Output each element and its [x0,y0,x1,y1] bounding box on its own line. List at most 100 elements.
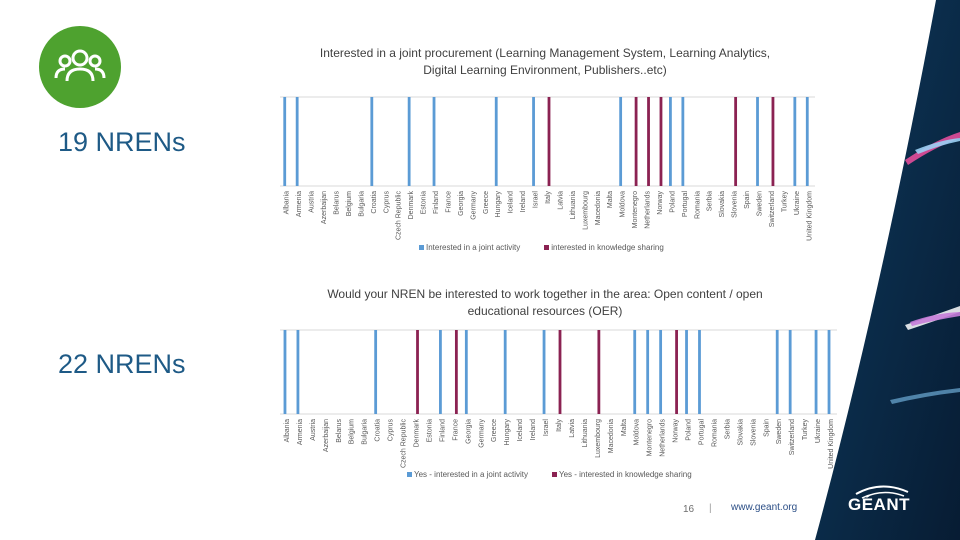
chart1-title: Interested in a joint procurement (Learn… [290,45,800,79]
chart1-tick-label: Lithuania [570,191,577,220]
chart1-tick-label: Latvia [557,191,564,210]
chart1-tick-label: Serbia [707,191,714,211]
chart2-tick-label: Hungary [504,419,511,446]
chart1-legend-item-joint: Interested in a joint activity [419,243,520,252]
chart1-tick-label: Armenia [296,191,303,217]
chart2-legend: Yes - interested in a joint activity Yes … [407,470,716,479]
chart1-title-line1: Interested in a joint procurement (Learn… [319,46,771,60]
chart2-tick-label: Belarus [336,419,343,443]
chart1-bar-poland-joint [669,97,672,186]
chart2-tick-label: Israel [543,419,550,437]
chart1-tick-label: Estonia [421,191,428,214]
chart1-bar-hungary-joint [494,97,498,186]
chart1-legend-item-knowledge: interested in knowledge sharing [544,243,664,252]
chart1-tick-label: Austria [309,191,316,213]
chart2-tick-label: United Kingdom [828,419,835,469]
chart1-bar-ukraine-joint [793,97,797,186]
chart1-tick-label: Croatia [371,191,378,214]
geant-logo-text: GÉANT [848,495,910,514]
chart2-tick-label: Cyprus [388,419,395,442]
chart1-tick-label: Netherlands [645,191,652,229]
chart2-tick-label: Netherlands [660,419,667,457]
chart2-tick-label: Iceland [517,419,524,442]
chart2-tick-label: Serbia [724,419,731,439]
chart2-bar-israel-joint [542,330,546,414]
chart2-bar-france-knowledge [454,330,458,414]
chart2-tick-label: Croatia [375,419,382,442]
chart1-tick-label: Greece [483,191,490,214]
chart1-tick-label: Ireland [520,191,527,213]
chart2-legend-item-joint: Yes - interested in a joint activity [407,470,528,479]
chart2-tick-label: Czech Republic [401,419,408,469]
chart1-legend-label-joint: Interested in a joint activity [426,243,521,252]
chart1-tick-label: Switzerland [769,191,776,227]
chart1-tick-label: Cyprus [383,191,390,214]
chart1-tick-label: Germany [470,191,477,220]
chart1-bar-israel-joint [532,97,535,186]
chart1-bar-finland-joint [432,97,436,186]
chart2-bar-poland-joint [685,330,688,414]
chart1-tick-label: Luxembourg [582,191,589,230]
chart1-tick-label: Malta [607,191,614,208]
chart2-bar-italy-knowledge [558,330,562,414]
chart1-tick-label: Iceland [508,191,515,214]
chart2-tick-label: Ireland [530,419,537,441]
chart1-tick-label: Albania [284,191,291,214]
chart1-legend: Interested in a joint activity interested… [419,243,688,252]
chart2-bar-denmark-knowledge [416,330,419,414]
chart2-legend-item-knowledge: Yes - interested in knowledge sharing [551,470,692,479]
nren-count-bottom: 22 NRENs [58,349,186,379]
chart2-tick-label: Portugal [698,419,705,446]
chart2-tick-label: Albania [284,419,291,442]
chart2-tick-label: Malta [621,419,628,436]
chart1-tick-label: Italy [545,191,552,204]
chart1-bar-united-kingdom-joint [805,97,809,186]
chart2-bar-switzerland-joint [788,330,792,414]
chart1-bar-sweden-joint [756,97,759,186]
chart2-bar-finland-joint [439,330,442,414]
chart1-bar-portugal-joint [681,97,685,186]
chart1-tick-label: Azerbaijan [321,191,328,224]
geant-logo [855,485,909,499]
chart2-tick-label: Slovakia [737,419,744,446]
chart1-bar-denmark-joint [407,97,411,186]
chart1-bar-montenegro-knowledge [634,97,638,186]
chart2-tick-label: Norway [673,419,680,443]
chart2-legend-label-joint: Yes - interested in a joint activity [414,470,528,479]
chart1-tick-label: Norway [657,191,664,215]
chart2-tick-label: Macedonia [608,419,615,453]
chart2-bar-montenegro-joint [646,330,650,414]
chart2-tick-label: Spain [763,419,770,437]
chart1-legend-label-knowledge: interested in knowledge sharing [551,243,664,252]
chart2-tick-label: Turkey [802,419,809,441]
chart1-tick-label: Belgium [346,191,353,216]
nren-count-top: 19 NRENs [58,127,186,157]
chart2-tick-label: Finland [439,419,446,442]
chart1-tick-label: Denmark [408,191,415,220]
chart1-tick-label: Poland [669,191,676,213]
chart2-bar-luxembourg-knowledge [597,330,601,414]
chart1-tick-label: Israel [533,191,540,209]
chart2-bar-croatia-joint [374,330,378,414]
chart1-bar-slovenia-knowledge [734,97,738,186]
chart1-title-line2: Digital Learning Environment, Publishers… [423,63,667,77]
chart1-bar-netherlands-knowledge [647,97,650,186]
chart2-bar-albania-joint [283,330,287,414]
website-link[interactable]: www.geant.org [731,502,798,513]
chart1-bar-armenia-joint [295,97,299,186]
chart2-tick-label: Germany [478,419,485,448]
chart2-bar-portugal-joint [698,330,701,414]
chart1-tick-label: France [445,191,452,213]
footer-separator: | [709,503,712,514]
chart2-title: Would your NREN be interested to work to… [290,286,800,320]
chart1-tick-label: Slovakia [719,191,726,218]
chart1-bar-albania-joint [283,97,287,186]
chart2-tick-label: Ukraine [815,419,822,443]
chart2-legend-label-knowledge: Yes - interested in knowledge sharing [558,470,692,479]
chart1-bar-switzerland-knowledge [771,97,775,186]
chart2-bar-netherlands-joint [659,330,663,414]
chart2-tick-label: Austria [310,419,317,441]
chart1-tick-label: Hungary [495,191,502,218]
chart1-bar-italy-knowledge [547,97,551,186]
group-icon [39,26,121,108]
